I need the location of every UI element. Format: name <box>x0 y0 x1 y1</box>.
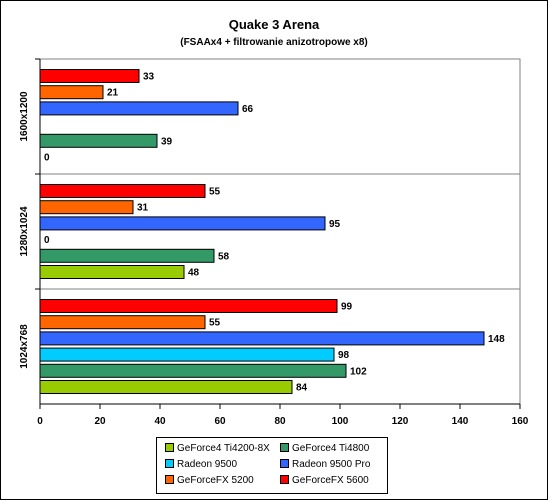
data-label: 58 <box>218 251 230 262</box>
legend-swatch <box>280 458 289 468</box>
x-tick-label: 120 <box>392 416 409 427</box>
bar <box>39 315 206 330</box>
x-tick-label: 60 <box>214 416 226 427</box>
x-tick-label: 100 <box>332 416 349 427</box>
legend-swatch <box>165 442 174 452</box>
bar <box>39 200 134 215</box>
data-label: 148 <box>488 334 505 345</box>
bar <box>39 380 293 394</box>
legend-swatch <box>280 442 289 452</box>
legend-label: GeForceFX 5200 <box>177 475 254 486</box>
legend-item: GeForce4 Ti4800 <box>280 442 369 456</box>
bar <box>39 265 185 279</box>
bar <box>39 101 239 116</box>
bar <box>39 69 140 83</box>
category-label: 1280x1024 <box>19 206 30 256</box>
legend-item: GeForceFX 5600 <box>280 474 369 488</box>
bar <box>39 85 104 100</box>
legend-swatch <box>165 474 174 484</box>
bar <box>39 299 338 313</box>
legend-label: Radeon 9500 <box>177 459 238 470</box>
data-label: 21 <box>107 88 119 99</box>
data-label: 66 <box>242 104 254 115</box>
x-tick-label: 140 <box>452 416 469 427</box>
chart-subtitle: (FSAAx4 + filtrowanie anizotropowe x8) <box>180 37 368 48</box>
data-label: 0 <box>44 153 50 164</box>
bar <box>39 248 215 263</box>
bar <box>39 331 485 346</box>
x-tick-label: 20 <box>94 416 106 427</box>
data-label: 33 <box>143 72 155 83</box>
bar <box>39 133 158 148</box>
legend-label: Radeon 9500 Pro <box>292 459 371 470</box>
category-label: 1600x1200 <box>19 91 30 141</box>
legend-item: GeForce4 Ti4200-8X <box>165 442 270 456</box>
legend-label: GeForceFX 5600 <box>292 475 369 486</box>
category-label: 1024x768 <box>19 324 30 369</box>
bar <box>39 363 347 378</box>
legend-swatch <box>165 458 174 468</box>
legend-label: GeForce4 Ti4200-8X <box>177 443 270 454</box>
bar <box>39 184 206 198</box>
chart-title: Quake 3 Arena <box>228 17 320 32</box>
data-label: 48 <box>188 268 200 279</box>
x-tick-label: 80 <box>274 416 286 427</box>
data-label: 31 <box>137 203 149 214</box>
chart-legend: GeForce4 Ti4200-8X GeForce4 Ti4800 Radeon … <box>156 437 388 494</box>
data-label: 98 <box>338 350 350 361</box>
plot-area <box>39 58 521 405</box>
data-label: 102 <box>350 366 367 377</box>
data-label: 95 <box>329 219 341 230</box>
x-tick-label: 160 <box>512 416 529 427</box>
legend-label: GeForce4 Ti4800 <box>292 443 370 454</box>
x-tick-label: 40 <box>154 416 166 427</box>
legend-swatch <box>280 474 289 484</box>
bar <box>39 216 326 231</box>
legend-item: Radeon 9500 <box>165 458 237 472</box>
data-label: 39 <box>161 136 173 147</box>
data-label: 55 <box>209 318 221 329</box>
data-label: 55 <box>209 187 221 198</box>
data-label: 84 <box>296 383 308 394</box>
legend-item: Radeon 9500 Pro <box>280 458 370 472</box>
x-tick-label: 0 <box>37 416 43 427</box>
data-label: 0 <box>44 235 50 246</box>
bar <box>39 347 335 362</box>
data-label: 99 <box>341 302 353 313</box>
legend-item: GeForceFX 5200 <box>165 474 254 488</box>
